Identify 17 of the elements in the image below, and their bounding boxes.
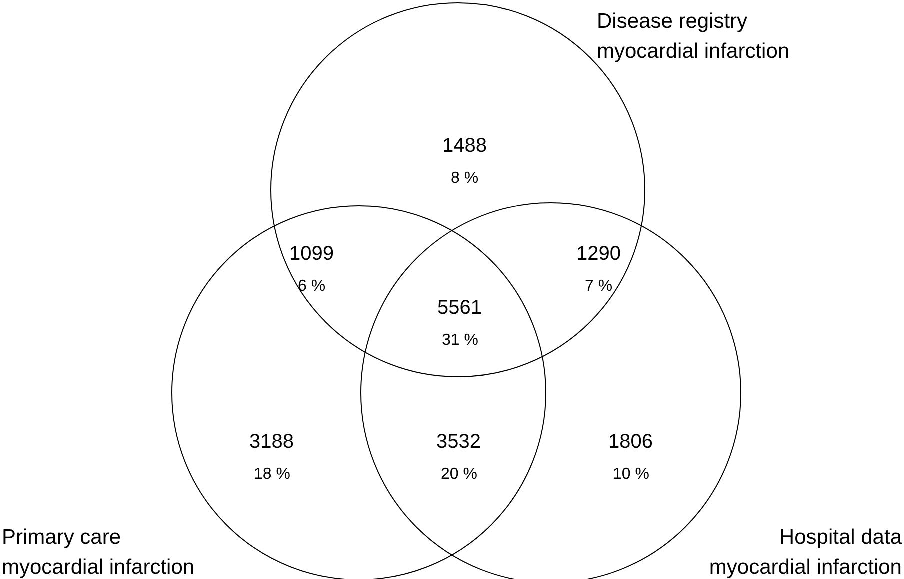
text: 20 %	[441, 466, 478, 483]
data-label: 1099	[290, 243, 334, 265]
text: Disease registry myocardial infarction	[597, 9, 791, 65]
text: 8 %	[451, 170, 479, 187]
text: 10 %	[613, 466, 650, 483]
text: Hospital data myocardial infarction	[708, 525, 902, 579]
data-label: 3188	[250, 431, 294, 453]
data-label: 1806	[608, 431, 653, 453]
data-label: 3532	[436, 431, 481, 453]
data-label: 1290	[576, 243, 621, 265]
text: Primary care myocardial infarction	[2, 525, 196, 579]
text: 18 %	[254, 466, 290, 483]
text: 31 %	[442, 332, 478, 349]
data-label: 5561	[438, 297, 482, 319]
text: 7 %	[585, 278, 613, 295]
text: 6 %	[298, 278, 326, 295]
data-label: 1488	[442, 135, 487, 157]
